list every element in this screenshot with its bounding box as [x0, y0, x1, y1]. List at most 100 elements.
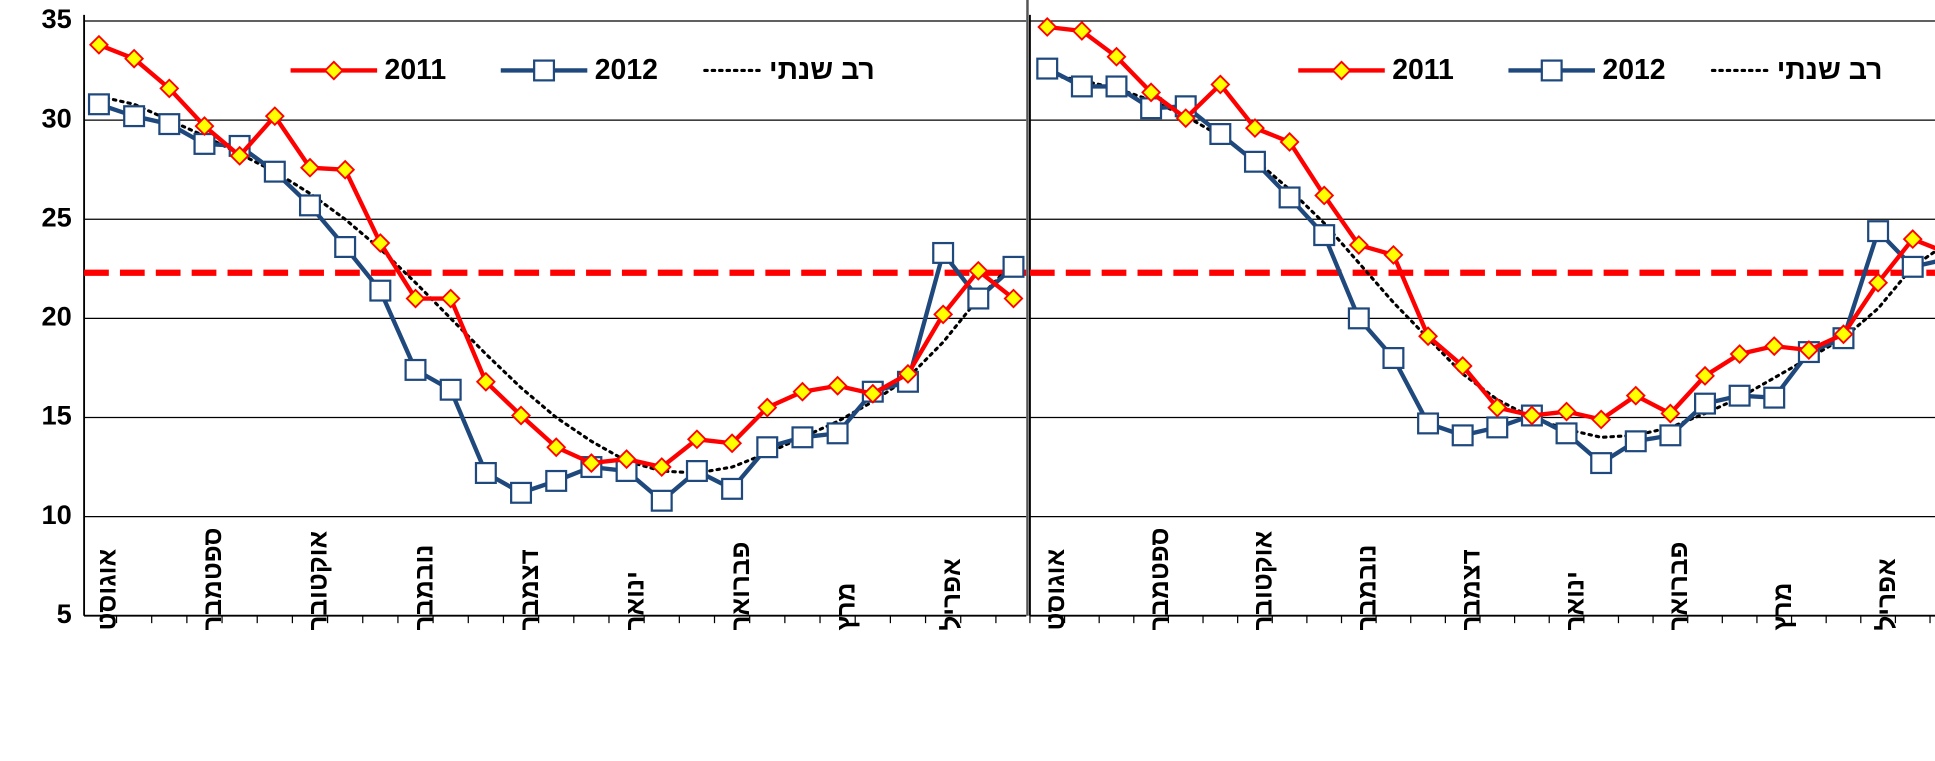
- marker-diamond: [651, 457, 672, 478]
- legend-label: רב שנתי: [1777, 54, 1883, 86]
- marker-square: [1659, 424, 1682, 447]
- marker-square: [1451, 424, 1474, 447]
- marker-square: [826, 422, 849, 445]
- marker-diamond: [1210, 74, 1231, 95]
- marker-diamond: [1591, 409, 1612, 430]
- marker-diamond: [792, 381, 813, 402]
- marker-square: [334, 236, 357, 259]
- marker-square: [1901, 255, 1924, 278]
- marker-diamond: [159, 78, 180, 99]
- y-tick-label: 30: [41, 102, 71, 133]
- x-tick-label: מרץ: [1767, 582, 1797, 630]
- marker-diamond: [1660, 403, 1681, 424]
- marker-square: [1070, 75, 1093, 98]
- marker-square: [1347, 307, 1370, 330]
- marker-diamond: [300, 157, 320, 178]
- marker-square: [967, 287, 990, 310]
- marker-diamond: [511, 405, 532, 426]
- x-tick-label: אוגוסט: [1040, 548, 1070, 630]
- x-tick-label: פברואר: [725, 542, 755, 631]
- x-tick-label: ספטמבר: [1144, 527, 1174, 630]
- x-tick-label: דצמבר: [514, 549, 544, 630]
- marker-diamond: [1521, 405, 1542, 426]
- marker-diamond: [827, 375, 848, 396]
- marker-diamond: [581, 453, 602, 474]
- marker-square: [123, 105, 146, 128]
- series-line: [98, 42, 1015, 470]
- legend-label: רב שנתי: [769, 54, 875, 86]
- marker-square: [791, 426, 814, 449]
- marker-diamond: [1037, 16, 1058, 37]
- marker-diamond: [1452, 355, 1473, 376]
- marker-square: [298, 194, 321, 217]
- legend-marker: [533, 59, 556, 82]
- marker-square: [932, 241, 955, 264]
- marker-diamond: [1141, 82, 1162, 103]
- legend-label: 2011: [1392, 54, 1454, 86]
- marker-diamond: [405, 288, 426, 309]
- marker-diamond: [968, 260, 989, 281]
- plot: אוגוסט ספטמבר אוקטובר נובמבר דצמבר ינואר פברוא…: [1029, 14, 1935, 631]
- marker-diamond: [546, 437, 567, 458]
- marker-diamond: [933, 304, 954, 325]
- marker-square: [1867, 220, 1890, 243]
- marker-diamond: [370, 233, 391, 254]
- marker-diamond: [1902, 229, 1923, 250]
- x-tick-label: אוגוסט: [92, 548, 122, 630]
- marker-square: [1278, 186, 1301, 209]
- marker-square: [650, 489, 673, 512]
- marker-diamond: [1383, 244, 1404, 265]
- marker-square: [87, 93, 110, 116]
- marker-diamond: [1279, 131, 1300, 152]
- marker-diamond: [862, 383, 883, 404]
- marker-diamond: [1071, 20, 1092, 41]
- marker-diamond: [1868, 272, 1889, 293]
- marker-diamond: [440, 288, 461, 309]
- x-tick-label: פברואר: [1663, 542, 1693, 631]
- marker-diamond: [1487, 397, 1508, 418]
- marker-square: [369, 279, 392, 302]
- marker-diamond: [1625, 385, 1646, 406]
- marker-square: [263, 160, 286, 183]
- marker-diamond: [1418, 326, 1439, 347]
- marker-square: [1486, 416, 1509, 439]
- x-tick-label: ספטמבר: [197, 527, 227, 630]
- x-tick-label: מרץ: [830, 582, 860, 630]
- plot: 5 10 15 20 25 30 35 אוגוסט ספטמבר אוקטובר נובמבר דצ…: [41, 3, 1027, 631]
- y-tick-label: 25: [41, 201, 71, 232]
- marker-diamond: [757, 397, 778, 418]
- marker-diamond: [1695, 365, 1715, 386]
- marker-diamond: [722, 433, 743, 454]
- marker-square: [1105, 75, 1128, 98]
- marker-diamond: [616, 449, 637, 470]
- series-group: [87, 34, 1025, 512]
- marker-square: [1002, 255, 1025, 278]
- y-tick-label: 20: [41, 301, 71, 332]
- marker-square: [1694, 392, 1717, 415]
- marker-diamond: [1348, 235, 1369, 255]
- y-tick-label: 35: [41, 3, 71, 34]
- x-tick-label: ינואר: [619, 571, 649, 631]
- marker-diamond: [264, 106, 285, 127]
- marker-diamond: [686, 429, 707, 450]
- marker-diamond: [1106, 46, 1127, 67]
- marker-square: [1590, 452, 1613, 475]
- legend-marker: [323, 60, 344, 81]
- marker-square: [756, 436, 779, 459]
- legend-marker: [1540, 59, 1563, 82]
- x-tick-label: אוקטובר: [1248, 531, 1278, 631]
- series-line: [1045, 72, 1935, 439]
- marker-diamond: [1003, 288, 1024, 309]
- marker-diamond: [335, 159, 356, 180]
- marker-diamond: [1798, 340, 1819, 361]
- y-tick-label: 15: [41, 400, 71, 431]
- marker-diamond: [229, 145, 250, 166]
- marker-square: [1036, 57, 1059, 80]
- y-tick-label: 5: [57, 598, 72, 629]
- marker-square: [685, 460, 708, 483]
- marker-square: [1555, 422, 1578, 445]
- marker-square: [1763, 386, 1786, 409]
- legend-label: 2011: [385, 54, 447, 86]
- x-tick-label: אפריל: [1871, 558, 1901, 631]
